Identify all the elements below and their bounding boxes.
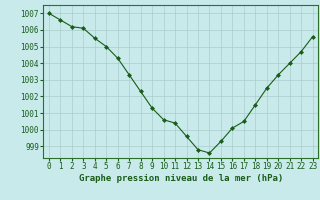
X-axis label: Graphe pression niveau de la mer (hPa): Graphe pression niveau de la mer (hPa): [79, 174, 283, 183]
